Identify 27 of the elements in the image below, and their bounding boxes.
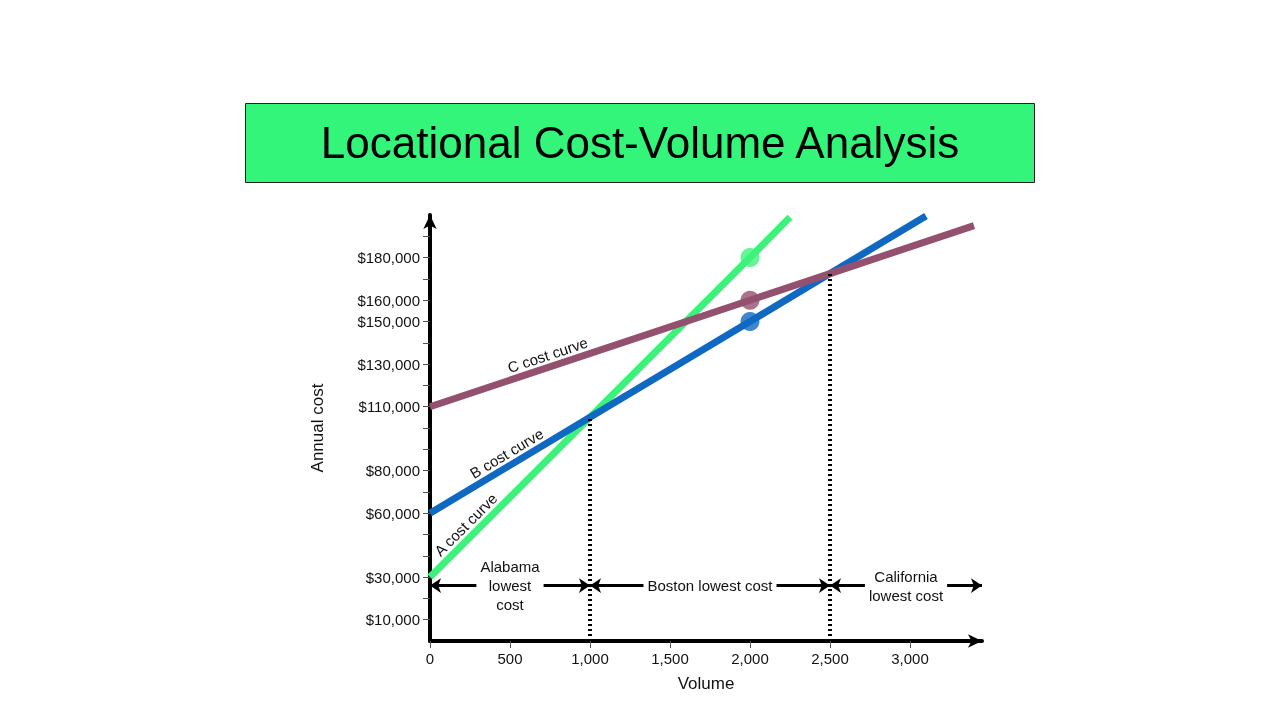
x-axis-title: Volume: [677, 674, 735, 693]
x-tick-label: 3,000: [891, 650, 929, 667]
point: [740, 290, 760, 310]
point: [740, 312, 760, 331]
y-tick-label: $10,000: [365, 611, 420, 629]
y-tick-label: $130,000: [357, 355, 420, 373]
x-tick-label: 1,000: [571, 650, 609, 667]
y-tick-label: $30,000: [365, 568, 420, 586]
y-axis-title: Annual cost: [308, 383, 327, 473]
y-tick-label: $60,000: [365, 504, 420, 522]
x-tick-label: 500: [497, 650, 523, 667]
x-tick-label: 2,500: [811, 650, 849, 667]
chart-title: Locational Cost-Volume Analysis: [320, 117, 960, 167]
y-tick-label: $180,000: [357, 249, 420, 267]
y-tick-label: $80,000: [365, 462, 420, 480]
x-tick-label: 2,000: [731, 650, 769, 667]
annotation: California lowest cost: [868, 567, 944, 604]
y-tick-label: $150,000: [357, 313, 420, 330]
text: C cost curve: [505, 333, 590, 377]
point: [740, 248, 760, 268]
text: B cost curve: [466, 424, 547, 482]
y-tick-label: $160,000: [357, 291, 420, 309]
x-tick-label: 1,500: [651, 650, 689, 667]
annotation: Alabama lowest cost: [480, 558, 541, 614]
x-tick-label: 0: [425, 650, 435, 667]
annotation: Boston lowest cost: [647, 577, 774, 595]
y-tick-label: $110,000: [358, 398, 420, 416]
